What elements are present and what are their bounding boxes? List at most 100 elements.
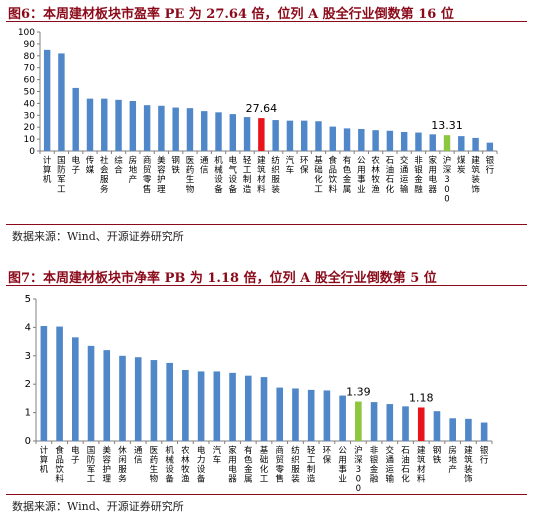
x-tick-label: 建筑装饰 [464, 445, 473, 485]
x-tick-label: 医药生物 [150, 446, 159, 485]
source-note: 数据来源：Wind、开源证券研究所 [12, 230, 184, 243]
x-tick-label: 国防军工 [57, 156, 66, 195]
x-tick-label: 综合 [114, 155, 123, 176]
bar-建筑装饰 [472, 137, 479, 151]
bar-计算机 [43, 49, 51, 151]
y-tick-label: 80 [24, 52, 36, 62]
chart-title: 图7：本周建材板块市净率 PB 为 1.18 倍，位列 A 股全行业倒数第 5 … [8, 271, 437, 286]
bar-美容护理 [103, 350, 111, 441]
bar-商贸零售 [143, 105, 151, 151]
bar-机械设备 [166, 362, 173, 441]
x-tick-label: 交通运输 [386, 445, 395, 485]
x-tick-label: 通信 [134, 445, 143, 466]
x-tick-label: 商贸零售 [275, 445, 284, 485]
x-tick-label: 建筑材料 [417, 445, 426, 485]
y-tick-label: 5 [25, 294, 31, 305]
x-tick-label: 计算机 [40, 445, 49, 475]
bar-建筑材料 [258, 118, 265, 151]
x-tick-label: 建筑装饰 [471, 155, 480, 195]
bar-农林牧渔 [372, 130, 379, 151]
x-tick-label: 交通运输 [400, 155, 409, 195]
y-tick-label: 70 [24, 64, 36, 74]
y-tick-label: 60 [24, 76, 36, 86]
bar-美容护理 [158, 105, 165, 151]
data-label: 13.31 [431, 119, 463, 132]
x-tick-label: 传媒 [86, 155, 95, 176]
x-tick-label: 机械设备 [214, 155, 223, 195]
x-tick-label: 基础化工 [314, 155, 323, 195]
x-tick-label: 美容护理 [157, 155, 166, 195]
bar-医药生物 [150, 360, 158, 441]
y-tick-label: 0 [29, 147, 35, 157]
bar-沪深300 [355, 401, 362, 441]
bar-银行 [480, 422, 488, 441]
y-tick-label: 10 [24, 135, 36, 145]
source-note: 数据来源：Wind、开源证券研究所 [12, 500, 184, 513]
bar-通信 [134, 357, 142, 441]
bar-有色金属 [244, 375, 252, 441]
x-tick-label: 美容护理 [103, 445, 112, 485]
y-tick-label: 1 [25, 408, 31, 419]
bar-轻工制造 [307, 389, 315, 441]
x-tick-label: 煤炭 [457, 155, 466, 176]
x-tick-label: 机械设备 [165, 445, 174, 485]
bar-国防军工 [58, 53, 65, 151]
bar-房地产 [449, 418, 456, 441]
bar-商贸零售 [276, 387, 284, 441]
source-rule [6, 224, 527, 225]
bar-石油石化 [402, 406, 409, 441]
x-tick-label: 环保 [323, 446, 332, 466]
bar-汽车 [286, 120, 294, 151]
bar-房地产 [129, 101, 137, 151]
x-tick-label: 石油石化 [401, 446, 410, 485]
bar-钢铁 [433, 411, 441, 441]
x-tick-label: 纺织服装 [291, 445, 300, 485]
bar-非银金融 [370, 402, 378, 441]
bar-轻工制造 [243, 117, 251, 151]
y-tick-label: 2 [25, 379, 31, 390]
bar-国防军工 [87, 345, 95, 441]
x-tick-label: 汽车 [213, 445, 222, 466]
bar-计算机 [40, 325, 48, 441]
x-tick-label: 电气设备 [229, 155, 238, 195]
bar-电气设备 [229, 114, 237, 151]
x-tick-label: 非银金融 [370, 445, 379, 485]
x-tick-label: 公用事业 [357, 156, 366, 195]
title-rule [6, 21, 527, 22]
bar-纺织服装 [272, 120, 279, 151]
bar-农林牧渔 [182, 370, 189, 441]
bar-食品饮料 [56, 326, 63, 441]
x-tick-label: 电子 [71, 155, 80, 176]
x-tick-label: 钢铁 [171, 155, 180, 176]
bar-公用事业 [358, 128, 365, 151]
title-rule [6, 285, 527, 286]
bar-家用电器 [429, 134, 436, 151]
bar-家用电器 [229, 372, 236, 441]
bar-环保 [323, 390, 331, 441]
data-label: 27.64 [246, 102, 278, 115]
x-tick-label: 电子 [71, 445, 80, 466]
bar-综合 [115, 99, 122, 151]
bar-建筑材料 [417, 407, 425, 441]
x-tick-label: 环保 [300, 156, 309, 176]
y-tick-label: 3 [25, 351, 31, 362]
bar-环保 [300, 120, 308, 151]
bar-电子 [72, 87, 79, 151]
y-tick-label: 4 [25, 322, 31, 333]
bar-纺织服装 [292, 388, 299, 441]
bar-石油石化 [386, 130, 394, 151]
bar-沪深300 [443, 135, 451, 151]
bar-汽车 [213, 371, 221, 441]
x-tick-label: 农林牧渔 [371, 155, 380, 195]
x-tick-label: 电力设备 [197, 445, 206, 485]
bar-医药生物 [186, 108, 194, 151]
bar-社会服务 [101, 98, 108, 151]
bar-有色金属 [343, 128, 351, 151]
y-tick-label: 90 [24, 40, 36, 50]
x-tick-label: 公用事业 [338, 446, 347, 485]
bar-交通运输 [400, 131, 408, 151]
x-tick-label: 食品饮料 [55, 445, 64, 485]
x-tick-label: 轻工制造 [243, 155, 252, 195]
bar-休闲服务 [119, 355, 126, 441]
